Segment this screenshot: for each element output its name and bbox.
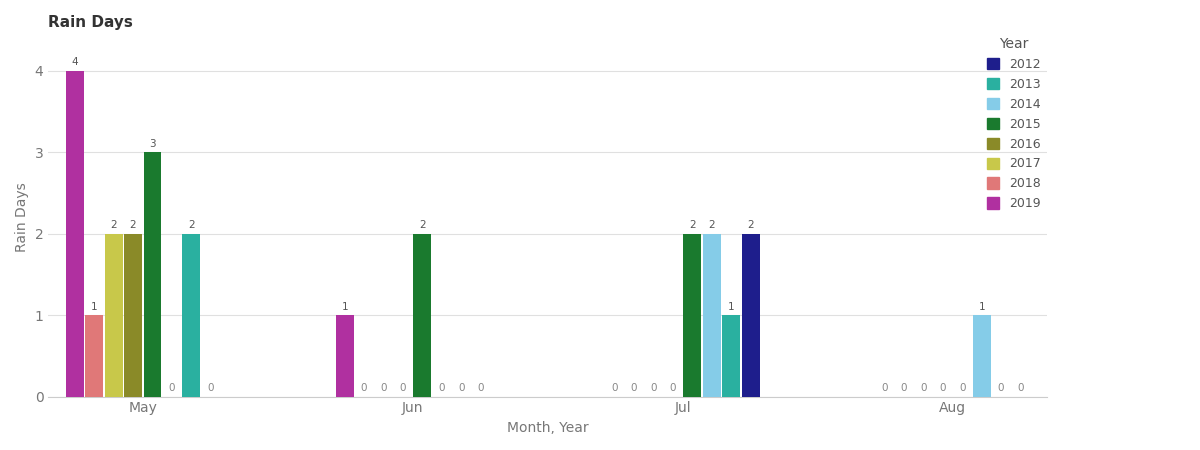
Text: 2: 2 [188,220,194,230]
Text: 0: 0 [650,383,656,393]
Bar [703,234,721,396]
Text: 1: 1 [341,302,348,312]
Bar [182,234,200,396]
Text: 0: 0 [208,383,214,393]
Text: 0: 0 [361,383,367,393]
Text: 2: 2 [689,220,696,230]
Bar [722,315,740,396]
Text: 0: 0 [940,383,946,393]
Text: 0: 0 [169,383,175,393]
Bar [973,315,991,396]
Y-axis label: Rain Days: Rain Days [14,182,29,252]
Text: 4: 4 [72,58,78,68]
Text: 0: 0 [400,383,407,393]
Bar [414,234,431,396]
Text: 0: 0 [670,383,676,393]
Text: 0: 0 [959,383,966,393]
Text: 3: 3 [149,139,156,149]
X-axis label: Month, Year: Month, Year [506,421,588,435]
Text: 1: 1 [91,302,97,312]
Text: 0: 0 [901,383,907,393]
Text: 0: 0 [380,383,386,393]
Text: 0: 0 [438,383,445,393]
Text: 2: 2 [748,220,754,230]
Text: 1: 1 [978,302,985,312]
Bar [683,234,701,396]
Bar [66,71,84,396]
Text: 2: 2 [708,220,715,230]
Text: Rain Days: Rain Days [48,15,133,30]
Text: 2: 2 [130,220,137,230]
Text: 0: 0 [611,383,618,393]
Text: 2: 2 [110,220,116,230]
Bar [85,315,103,396]
Bar [336,315,354,396]
Text: 1: 1 [728,302,734,312]
Text: 0: 0 [631,383,637,393]
Text: 2: 2 [419,220,426,230]
Text: 0: 0 [458,383,464,393]
Text: 0: 0 [478,383,484,393]
Text: 0: 0 [881,383,888,393]
Text: 0: 0 [1018,383,1024,393]
Text: 0: 0 [998,383,1004,393]
Text: 0: 0 [920,383,926,393]
Bar [124,234,142,396]
Bar [144,152,162,396]
Legend: 2012, 2013, 2014, 2015, 2016, 2017, 2018, 2019: 2012, 2013, 2014, 2015, 2016, 2017, 2018… [986,37,1040,210]
Bar [104,234,122,396]
Bar [742,234,760,396]
